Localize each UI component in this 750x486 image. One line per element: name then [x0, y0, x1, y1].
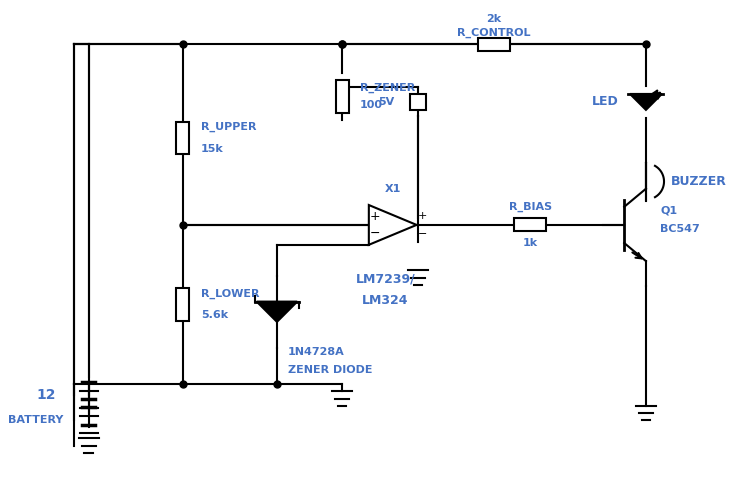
Text: LED: LED — [592, 95, 619, 108]
Bar — [514, 218, 547, 231]
Text: +: + — [370, 209, 380, 223]
Text: 12: 12 — [37, 388, 56, 402]
Polygon shape — [369, 205, 416, 245]
Text: BC547: BC547 — [661, 224, 700, 234]
Bar — [478, 37, 510, 51]
Text: 100: 100 — [360, 100, 383, 110]
Bar — [335, 80, 349, 113]
Bar — [176, 122, 190, 155]
Text: +: + — [418, 211, 428, 221]
Text: R_UPPER: R_UPPER — [201, 122, 256, 132]
Text: 2k: 2k — [487, 14, 502, 24]
Text: −: − — [370, 227, 380, 240]
Text: 1N4728A: 1N4728A — [288, 347, 344, 357]
Text: BUZZER: BUZZER — [671, 175, 728, 188]
Bar — [176, 288, 190, 321]
Text: LM324: LM324 — [362, 295, 409, 307]
Text: R_ZENER: R_ZENER — [360, 83, 416, 93]
Text: −: − — [418, 228, 428, 239]
Text: LM7239/: LM7239/ — [356, 273, 416, 286]
Polygon shape — [256, 302, 297, 322]
Text: R_CONTROL: R_CONTROL — [458, 28, 531, 38]
Text: 1k: 1k — [523, 238, 538, 248]
Text: X1: X1 — [385, 184, 401, 194]
Text: 5V: 5V — [379, 97, 395, 107]
Bar — [410, 94, 426, 110]
Text: Q1: Q1 — [661, 206, 677, 215]
Polygon shape — [630, 94, 662, 110]
Text: 15k: 15k — [201, 144, 223, 154]
Text: BATTERY: BATTERY — [8, 415, 64, 425]
Text: R_LOWER: R_LOWER — [201, 289, 260, 299]
Text: 5.6k: 5.6k — [201, 311, 228, 320]
Text: ZENER DIODE: ZENER DIODE — [288, 364, 372, 375]
Text: R_BIAS: R_BIAS — [509, 202, 552, 212]
